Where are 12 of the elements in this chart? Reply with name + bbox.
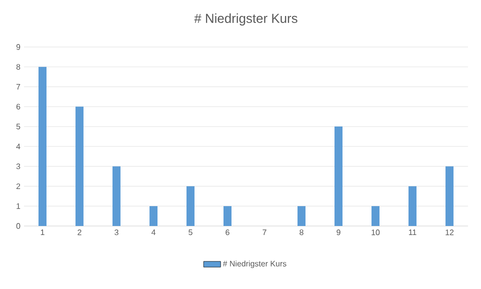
bar [334, 126, 343, 226]
bar [298, 206, 306, 226]
bar [150, 206, 158, 226]
bar [446, 166, 454, 226]
bar [408, 186, 417, 226]
bar [112, 166, 121, 226]
bar [224, 206, 232, 226]
chart-title: # Niedrigster Kurs [194, 13, 298, 26]
bar [38, 66, 47, 226]
bar [372, 206, 380, 226]
bar [76, 106, 84, 226]
bar [186, 186, 195, 226]
